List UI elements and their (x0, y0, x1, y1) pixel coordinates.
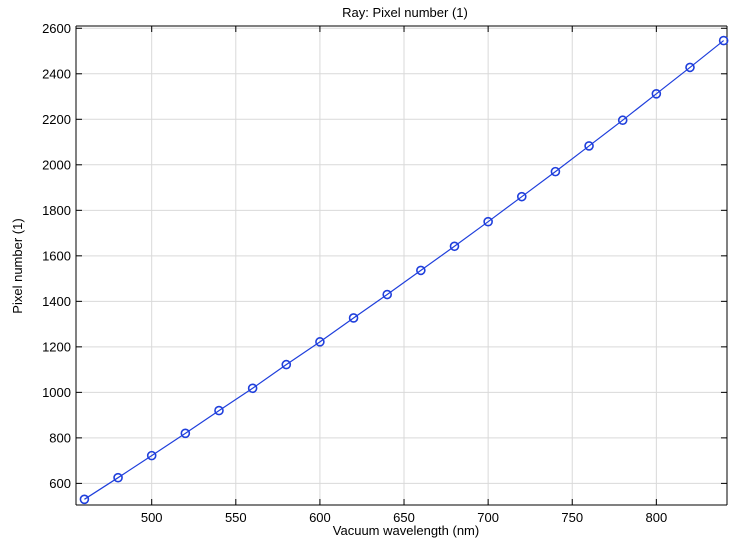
y-tick-label: 2200 (42, 112, 71, 127)
series (79, 35, 729, 505)
data-point (348, 313, 359, 323)
grid (76, 26, 727, 505)
data-point (416, 265, 426, 276)
data-point (146, 450, 157, 461)
series-line (84, 40, 725, 500)
y-tick-label: 1400 (42, 294, 71, 309)
data-point (651, 89, 662, 99)
data-point (382, 289, 393, 300)
y-axis-title: Pixel number (1) (10, 218, 25, 313)
data-point (79, 494, 90, 505)
y-tick-label: 1200 (42, 339, 71, 354)
x-axis-title: Vacuum wavelength (nm) (333, 523, 479, 538)
y-tick-label: 2600 (42, 21, 71, 36)
x-tick-label: 650 (393, 510, 415, 525)
y-tick-label: 2400 (42, 66, 71, 81)
data-point (584, 141, 594, 151)
data-point (180, 428, 191, 439)
x-tick-label: 800 (645, 510, 667, 525)
y-tick-label: 800 (49, 430, 71, 445)
y-tick-label: 600 (49, 476, 71, 491)
y-tick-label: 2000 (42, 157, 71, 172)
x-tick-label: 500 (141, 510, 163, 525)
x-tick-label: 750 (561, 510, 583, 525)
data-point (483, 216, 493, 227)
y-tick-label: 1600 (42, 248, 71, 263)
data-point (247, 383, 258, 394)
chart-title: Ray: Pixel number (1) (342, 5, 468, 20)
data-point (685, 62, 695, 73)
data-point (113, 472, 123, 483)
y-axis-ticks: 600 800 1000 1200 1400 1600 1800 2000 2200 2400 26… (42, 21, 727, 491)
data-point (617, 115, 628, 126)
x-tick-label: 600 (309, 510, 331, 525)
x-tick-label: 550 (225, 510, 247, 525)
data-point (315, 337, 325, 347)
data-point (718, 35, 729, 46)
x-tick-label: 700 (477, 510, 499, 525)
axes (75, 25, 728, 506)
data-point (281, 359, 292, 370)
data-point (214, 405, 224, 416)
data-point (550, 166, 561, 177)
x-axis-ticks: 500 550 600 650 700 750 800 (141, 26, 667, 525)
data-point (449, 241, 460, 252)
data-point (516, 191, 527, 202)
y-tick-label: 1000 (42, 385, 71, 400)
y-tick-label: 1800 (42, 203, 71, 218)
